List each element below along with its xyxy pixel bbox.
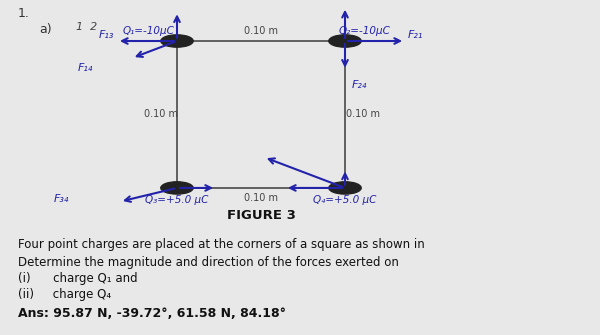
Text: 0.10 m: 0.10 m bbox=[244, 26, 278, 36]
Text: F₂₄: F₂₄ bbox=[352, 80, 368, 90]
Text: F₁₃: F₁₃ bbox=[98, 30, 114, 40]
Text: Q₂=-10μC: Q₂=-10μC bbox=[339, 26, 391, 36]
Circle shape bbox=[161, 35, 193, 47]
Text: a): a) bbox=[39, 23, 52, 36]
Text: (i)      charge Q₁ and: (i) charge Q₁ and bbox=[18, 272, 137, 285]
Text: Q₄=+5.0 μC: Q₄=+5.0 μC bbox=[313, 195, 377, 205]
Circle shape bbox=[161, 182, 193, 194]
Text: FIGURE 3: FIGURE 3 bbox=[227, 209, 295, 222]
Text: Q₃=+5.0 μC: Q₃=+5.0 μC bbox=[145, 195, 209, 205]
Circle shape bbox=[329, 182, 361, 194]
Text: F₂₁: F₂₁ bbox=[408, 30, 424, 40]
Text: 0.10 m: 0.10 m bbox=[144, 109, 178, 119]
Text: Q₁=-10μC: Q₁=-10μC bbox=[122, 26, 174, 36]
Text: 1  2: 1 2 bbox=[76, 22, 98, 32]
Text: F₃₄: F₃₄ bbox=[53, 194, 69, 204]
Text: Ans: 95.87 N, -39.72°, 61.58 N, 84.18°: Ans: 95.87 N, -39.72°, 61.58 N, 84.18° bbox=[18, 307, 286, 320]
Text: 0.10 m: 0.10 m bbox=[244, 193, 278, 203]
Text: F₁₄: F₁₄ bbox=[77, 63, 93, 73]
Text: Determine the magnitude and direction of the forces exerted on: Determine the magnitude and direction of… bbox=[18, 256, 399, 269]
Text: (ii)     charge Q₄: (ii) charge Q₄ bbox=[18, 288, 111, 301]
Text: Four point charges are placed at the corners of a square as shown in: Four point charges are placed at the cor… bbox=[18, 239, 428, 252]
Text: 1.: 1. bbox=[18, 7, 30, 20]
Text: 0.10 m: 0.10 m bbox=[346, 109, 380, 119]
Circle shape bbox=[329, 35, 361, 47]
Text: F₁₂: F₁₂ bbox=[184, 0, 200, 2]
